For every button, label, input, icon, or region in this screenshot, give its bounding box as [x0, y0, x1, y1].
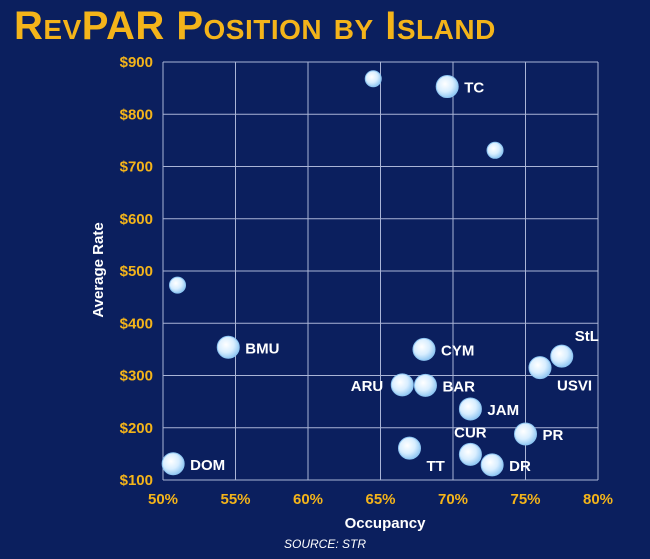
x-tick-label: 80%: [583, 491, 613, 508]
data-point: [412, 337, 436, 361]
y-tick-label: $500: [120, 263, 153, 280]
x-tick-label: 50%: [148, 491, 178, 508]
data-point: [458, 442, 482, 466]
y-tick-label: $600: [120, 211, 153, 228]
x-tick-label: 65%: [365, 491, 395, 508]
data-point: [480, 453, 504, 477]
data-point-label: TT: [427, 458, 445, 475]
grid: [162, 61, 599, 481]
y-tick-label: $100: [120, 472, 153, 489]
y-tick-label: $300: [120, 368, 153, 385]
data-point-label: ARU: [351, 378, 384, 395]
data-point: [528, 356, 552, 380]
data-point-label: JAM: [487, 402, 519, 419]
x-tick-label: 70%: [438, 491, 468, 508]
data-point-label: StL: [575, 328, 599, 345]
y-tick-label: $400: [120, 315, 153, 332]
data-point: [550, 344, 574, 368]
data-point-label: TC: [464, 80, 484, 97]
y-tick-label: $200: [120, 420, 153, 437]
data-point: [435, 75, 459, 99]
data-point: [216, 335, 240, 359]
x-tick-label: 55%: [220, 491, 250, 508]
data-point-label: DR: [509, 458, 531, 475]
data-points: TC BMU CYM StL USVI ARU BAR JAM PR CUR TT DR DOM: [161, 70, 599, 477]
tick-labels: 50% 55% 60% 65% 70% 75% 80% $100 $200 $300 $400 $50…: [120, 54, 613, 508]
data-point: [486, 141, 504, 159]
x-tick-label: 75%: [510, 491, 540, 508]
y-tick-label: $700: [120, 159, 153, 176]
data-point-label: CUR: [454, 424, 487, 441]
data-point-label: BAR: [442, 378, 475, 395]
y-axis-label: Average Rate: [90, 222, 107, 317]
data-point: [458, 397, 482, 421]
data-point-label: USVI: [557, 378, 592, 395]
x-axis-label: Occupancy: [345, 515, 427, 532]
chart-title: RevPAR Position by Island: [14, 4, 496, 48]
data-point: [413, 373, 437, 397]
data-point-label: PR: [543, 427, 564, 444]
data-point: [169, 276, 186, 294]
source-note: SOURCE: STR: [283, 537, 366, 551]
data-point-label: CYM: [441, 342, 474, 359]
data-point: [364, 70, 382, 88]
data-point: [161, 452, 185, 476]
data-point-label: BMU: [245, 340, 279, 357]
y-tick-label: $900: [120, 54, 153, 71]
data-point: [390, 373, 414, 397]
y-tick-label: $800: [120, 106, 153, 123]
x-tick-label: 60%: [293, 491, 323, 508]
data-point: [514, 422, 537, 446]
data-point-label: DOM: [190, 457, 225, 474]
data-point: [398, 436, 421, 460]
